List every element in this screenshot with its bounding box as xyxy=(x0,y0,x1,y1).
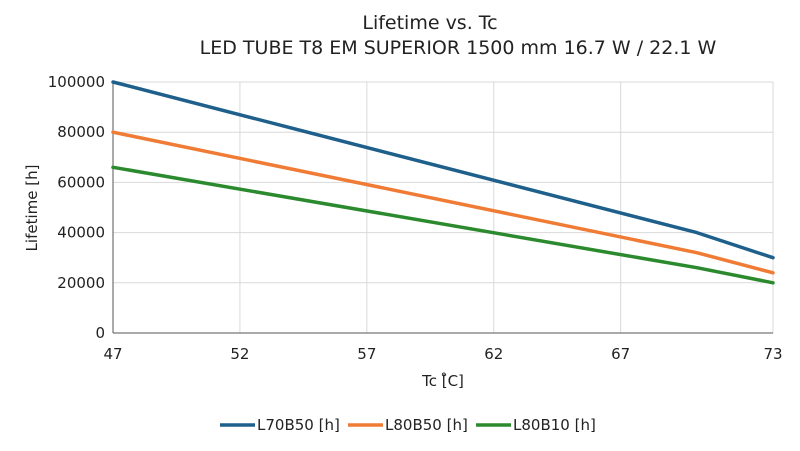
x-axis-label: Tc [̊C] xyxy=(421,372,464,390)
series-lines xyxy=(111,80,775,285)
x-tick-label: 62 xyxy=(484,345,503,363)
y-tick-label: 80000 xyxy=(57,123,105,141)
y-tick-label: 40000 xyxy=(57,224,105,242)
axes xyxy=(112,82,773,334)
y-tick-label: 60000 xyxy=(57,173,105,191)
x-tick-label: 52 xyxy=(230,345,249,363)
x-tick-label: 57 xyxy=(357,345,376,363)
grid xyxy=(112,81,774,333)
series-line xyxy=(111,165,775,285)
series-line xyxy=(111,80,775,260)
chart-title: Lifetime vs. Tc xyxy=(362,12,497,34)
series-line xyxy=(111,130,775,275)
y-axis-label: Lifetime [h] xyxy=(23,165,41,252)
legend: L70B50 [h] L80B50 [h] L80B10 [h] xyxy=(220,416,596,434)
y-tick-label: 100000 xyxy=(48,73,105,91)
y-tick-label: 0 xyxy=(95,324,105,342)
y-tick-labels: 0 20000 40000 60000 80000 100000 xyxy=(48,73,105,342)
x-tick-labels: 47 52 57 62 67 73 xyxy=(103,345,782,363)
y-tick-label: 20000 xyxy=(57,274,105,292)
legend-item: L80B50 [h] xyxy=(348,416,468,434)
chart-subtitle: LED TUBE T8 EM SUPERIOR 1500 mm 16.7 W /… xyxy=(200,37,717,59)
legend-label: L80B10 [h] xyxy=(513,416,596,434)
legend-label: L80B50 [h] xyxy=(385,416,468,434)
x-tick-label: 47 xyxy=(103,345,122,363)
x-tick-label: 67 xyxy=(611,345,630,363)
x-tick-label: 73 xyxy=(763,345,782,363)
chart-header: Lifetime vs. Tc LED TUBE T8 EM SUPERIOR … xyxy=(200,12,717,59)
legend-item: L70B50 [h] xyxy=(220,416,340,434)
legend-item: L80B10 [h] xyxy=(476,416,596,434)
legend-label: L70B50 [h] xyxy=(257,416,340,434)
